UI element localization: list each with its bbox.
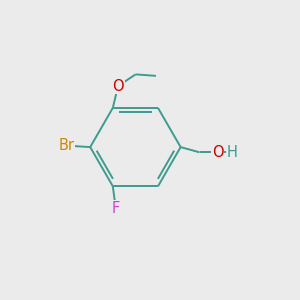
Text: F: F (112, 201, 120, 216)
Text: O: O (212, 145, 224, 160)
Text: H: H (227, 145, 238, 160)
Text: O: O (112, 79, 124, 94)
Text: Br: Br (58, 138, 74, 153)
